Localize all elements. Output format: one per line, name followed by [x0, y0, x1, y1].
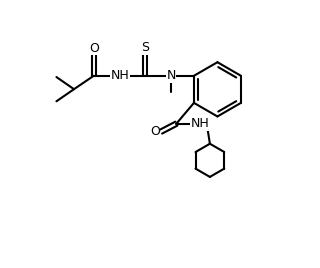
Text: O: O	[89, 42, 99, 55]
Text: NH: NH	[110, 69, 129, 82]
Text: N: N	[166, 69, 176, 82]
Text: O: O	[150, 125, 160, 138]
Text: S: S	[141, 41, 149, 54]
Text: NH: NH	[191, 117, 210, 130]
